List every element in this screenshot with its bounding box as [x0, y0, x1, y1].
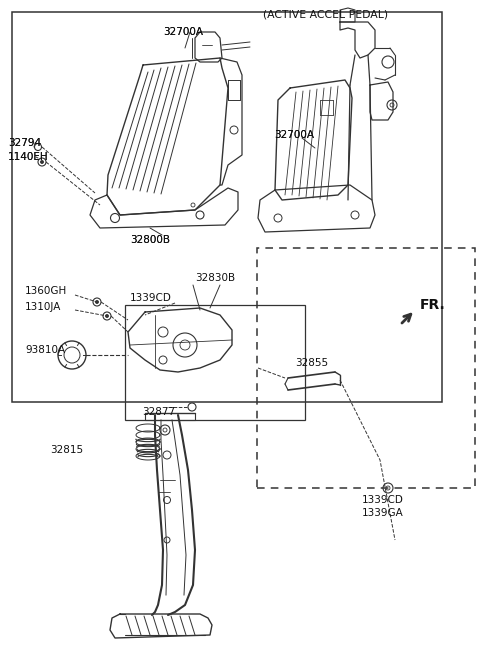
Text: 93810A: 93810A	[25, 345, 65, 355]
Text: 32700A: 32700A	[163, 27, 203, 37]
Bar	[257, 248, 475, 488]
Text: 32855: 32855	[295, 358, 328, 368]
Text: 32800B: 32800B	[130, 235, 170, 245]
Text: 32700A: 32700A	[274, 130, 314, 140]
Text: 32794: 32794	[8, 138, 41, 148]
Text: FR.: FR.	[420, 298, 446, 312]
Text: (ACTIVE ACCEL PEDAL): (ACTIVE ACCEL PEDAL)	[263, 9, 388, 19]
Text: 1360GH: 1360GH	[25, 286, 67, 296]
Circle shape	[106, 315, 108, 317]
Text: 32800B: 32800B	[130, 235, 170, 245]
Text: 32830B: 32830B	[195, 273, 235, 283]
Bar	[125, 305, 305, 420]
Text: 32794: 32794	[8, 138, 41, 148]
Text: 32877: 32877	[142, 407, 175, 417]
Circle shape	[96, 301, 98, 303]
Text: 1310JA: 1310JA	[25, 302, 61, 312]
Text: 32815: 32815	[50, 445, 83, 455]
Circle shape	[40, 160, 44, 164]
Text: 1339GA: 1339GA	[362, 508, 404, 518]
Bar	[12, 12, 442, 402]
Text: 1140EH: 1140EH	[8, 152, 48, 162]
Text: 1339CD: 1339CD	[130, 293, 172, 303]
Text: 32700A: 32700A	[274, 130, 314, 140]
Text: 1140EH: 1140EH	[8, 152, 48, 162]
Text: 32700A: 32700A	[163, 27, 203, 37]
Text: 1339CD: 1339CD	[362, 495, 404, 505]
